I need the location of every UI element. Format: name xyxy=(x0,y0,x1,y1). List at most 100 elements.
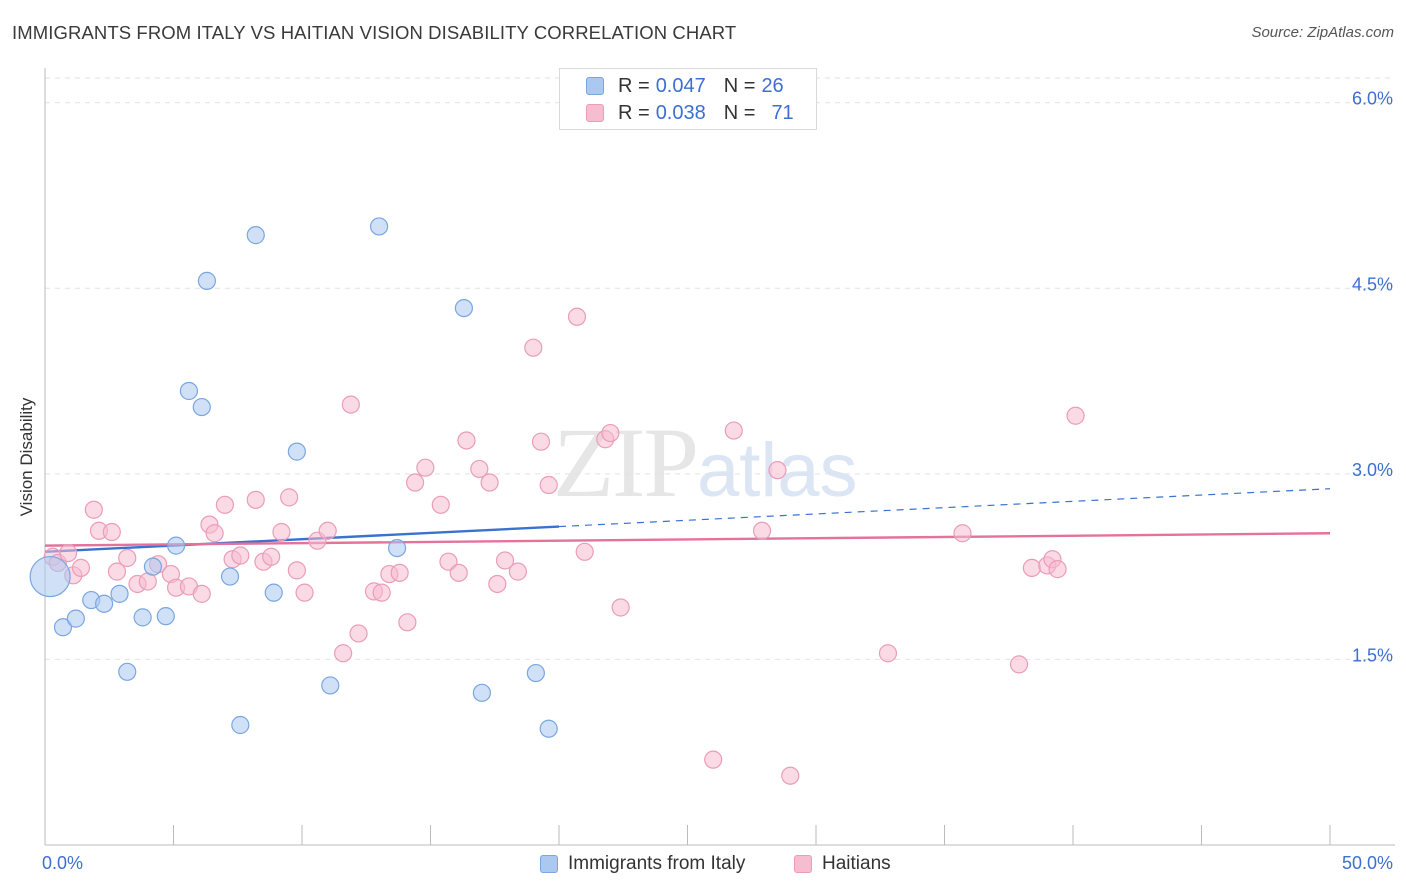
haitians-point xyxy=(272,522,291,542)
haitians-point xyxy=(262,547,281,566)
haitians-point xyxy=(349,624,368,643)
italy-legend-label: Immigrants from Italy xyxy=(568,853,746,874)
r-label: R = xyxy=(618,74,650,97)
italy-point xyxy=(179,381,199,401)
italy-point xyxy=(472,683,491,702)
haitians-point xyxy=(768,461,787,480)
haitians-point xyxy=(1066,406,1085,425)
haitians-points xyxy=(43,307,1085,785)
haitians-point xyxy=(1009,655,1029,674)
haitians-point xyxy=(457,431,476,450)
haitians-point xyxy=(488,574,507,594)
haitians-point xyxy=(575,542,594,561)
haitians-point xyxy=(231,546,250,565)
italy-point xyxy=(287,442,306,461)
italy-point xyxy=(95,594,114,613)
stats-row-haitians: R = 0.038 N = 71 xyxy=(586,100,794,126)
haitians-point xyxy=(372,583,391,602)
watermark-zip: ZIP xyxy=(553,407,699,518)
haitians-point xyxy=(71,558,91,577)
haitians-point xyxy=(1048,560,1067,579)
haitians-swatch xyxy=(586,104,604,122)
haitians-point xyxy=(84,500,103,519)
tick-labels: 1.5% 3.0% 4.5% 6.0% 0.0% 50.0% xyxy=(42,89,1393,873)
haitians-point xyxy=(724,421,743,440)
stats-row-italy: R = 0.047 N = 26 xyxy=(586,73,784,99)
haitians-point xyxy=(246,490,265,509)
haitians-point xyxy=(107,562,127,581)
y-tick-label: 4.5% xyxy=(1352,274,1393,294)
haitians-point xyxy=(102,522,121,542)
haitians-point xyxy=(205,524,224,543)
y-tick-label: 1.5% xyxy=(1352,645,1393,665)
italy-legend-swatch xyxy=(540,855,558,873)
italy-swatch xyxy=(586,77,604,95)
haitians-point xyxy=(390,563,409,582)
haitians-point xyxy=(704,750,723,769)
haitians-legend-swatch xyxy=(794,855,812,873)
italy-point xyxy=(264,583,283,602)
r-label: R = xyxy=(618,101,650,124)
x-tick-label-start: 0.0% xyxy=(42,853,83,873)
haitians-point xyxy=(781,766,800,785)
haitians-point xyxy=(953,524,972,543)
italy-point xyxy=(133,608,152,627)
haitians-point xyxy=(539,475,558,495)
watermark: ZIPatlas xyxy=(553,405,858,520)
haitians-point xyxy=(295,583,314,602)
haitians-point xyxy=(480,473,499,492)
italy-trend-line xyxy=(44,525,560,554)
haitians-point xyxy=(215,495,234,514)
n-label: N = xyxy=(723,74,756,97)
haitians-point xyxy=(192,584,211,603)
haitians-point xyxy=(531,432,551,451)
y-axis-label: Vision Disability xyxy=(17,397,36,517)
haitians-point xyxy=(752,521,772,540)
haitians-trend-line xyxy=(44,532,1331,547)
trend-layer xyxy=(44,488,1331,554)
haitians-point xyxy=(318,521,337,540)
italy-point xyxy=(53,618,73,637)
haitians-legend-label: Haitians xyxy=(822,853,891,874)
legend-item-italy[interactable]: Immigrants from Italy xyxy=(540,852,745,876)
italy-point xyxy=(220,567,240,586)
haitians-point xyxy=(495,551,515,570)
haitians-point xyxy=(470,459,489,479)
italy-point xyxy=(143,557,163,576)
haitians-point xyxy=(280,488,299,507)
haitians-point xyxy=(439,552,458,571)
haitians-point xyxy=(1022,558,1041,577)
italy-point xyxy=(110,584,129,603)
italy-point xyxy=(156,607,175,626)
y-tick-label: 6.0% xyxy=(1352,89,1393,109)
stats-legend: R = 0.047 N = 26 R = 0.038 N = 71 xyxy=(559,68,817,130)
haitians-point xyxy=(878,644,898,663)
italy-point xyxy=(166,536,186,555)
haitians-point xyxy=(524,338,543,357)
italy-point xyxy=(539,719,558,738)
haitians-point xyxy=(287,561,306,580)
haitians-point xyxy=(601,423,620,443)
italy-trend-line-extrapolated xyxy=(558,488,1331,528)
source-label: Source: ZipAtlas.com xyxy=(1251,24,1394,41)
axes-layer xyxy=(44,68,1395,846)
italy-point xyxy=(118,662,137,681)
r-value: 0.047 xyxy=(655,74,706,97)
haitians-point xyxy=(59,543,78,563)
y-tick-label: 3.0% xyxy=(1352,460,1393,480)
italy-point xyxy=(370,217,389,236)
legend-item-haitians[interactable]: Haitians xyxy=(794,852,891,876)
x-tick-label-end: 50.0% xyxy=(1342,853,1393,873)
haitians-point xyxy=(118,548,137,568)
haitians-point xyxy=(341,395,360,414)
italy-point xyxy=(192,397,211,417)
haitians-point xyxy=(567,307,587,326)
haitians-point xyxy=(416,458,435,477)
italy-point xyxy=(321,676,340,695)
n-label: N = xyxy=(723,101,756,124)
italy-point xyxy=(66,609,85,628)
haitians-point xyxy=(398,613,417,632)
haitians-point xyxy=(334,644,353,663)
r-value: 0.038 xyxy=(655,101,706,124)
